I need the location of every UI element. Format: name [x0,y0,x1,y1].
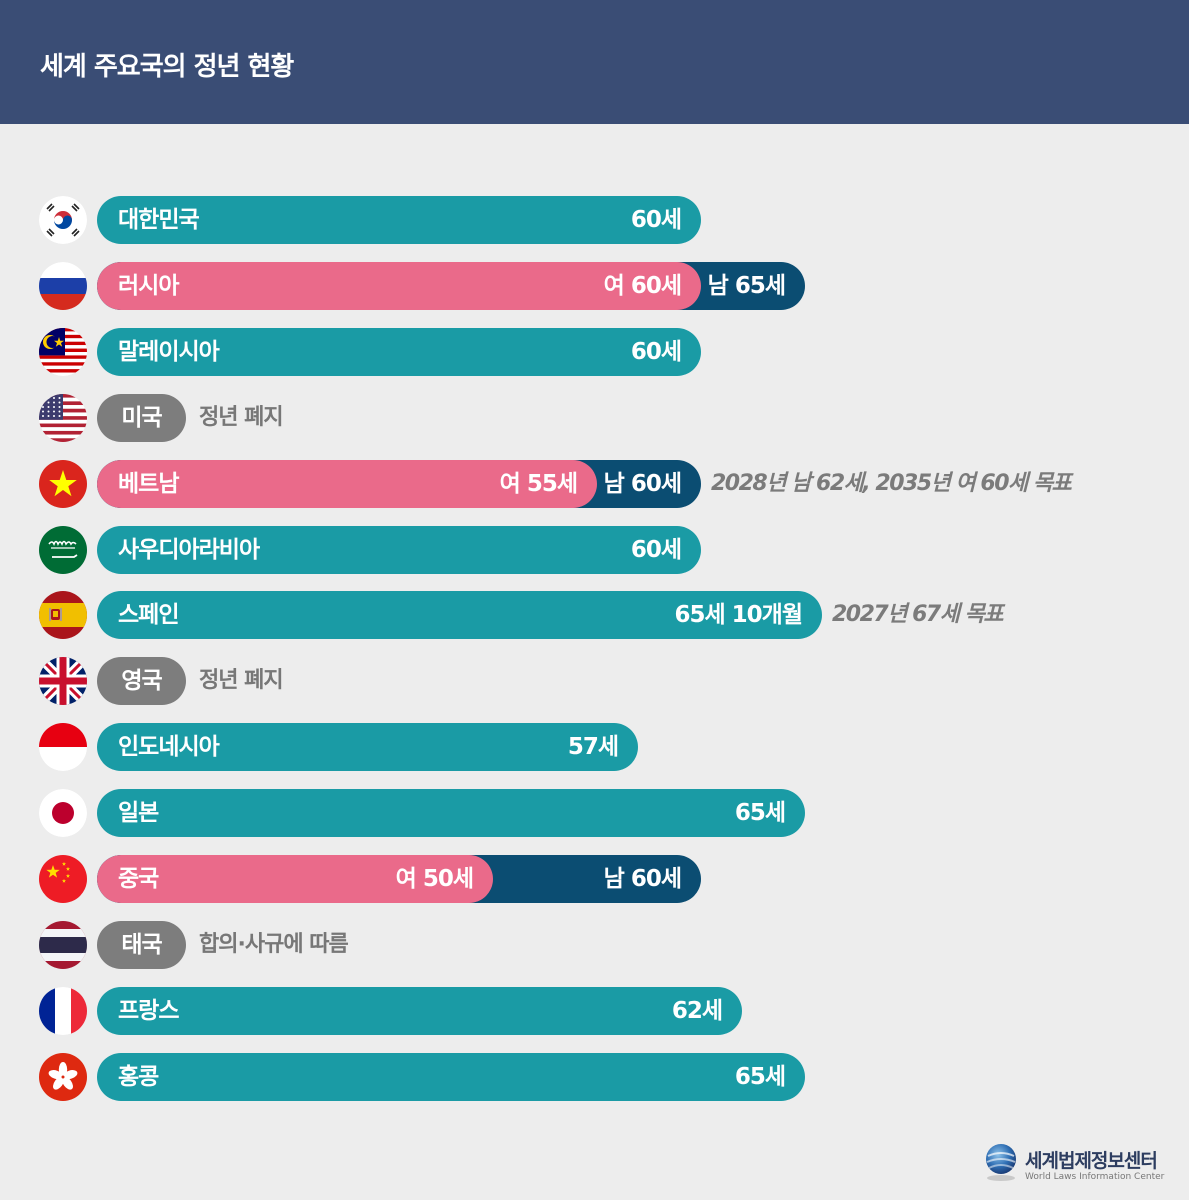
korea-flag-icon [39,196,87,244]
country-row: 60세 사우디아라비아 [0,526,1189,574]
russia-flag-icon [39,262,87,310]
japan-flag-icon [39,789,87,837]
country-label: 일본 [118,800,159,826]
country-row: 57세 인도네시아 [0,723,1189,771]
value-bar: 60세 대한민국 [97,196,701,244]
value-bar: 62세 프랑스 [97,987,742,1035]
value-label: 60세 [630,537,682,563]
logo-name-en: World Laws Information Center [1025,1172,1165,1182]
vietnam-flag-icon [39,460,87,508]
country-row: 65세 홍콩 [0,1053,1189,1101]
value-bar: 65세 홍콩 [97,1053,805,1101]
value-label: 65세 [734,800,786,826]
thailand-flag-icon [39,921,87,969]
country-label: 인도네시아 [118,734,220,760]
country-row: 여 60세 남 65세 러시아 [0,262,1189,310]
value-label: 57세 [567,734,619,760]
value-bar: 60세 말레이시아 [97,328,701,376]
globe-logo-icon [986,1144,1016,1181]
country-label: 말레이시아 [118,339,220,365]
france-flag-icon [39,987,87,1035]
female-bar [97,262,701,310]
country-label: 태국 [97,921,186,969]
page-title: 세계 주요국의 정년 현황 [40,52,294,82]
value-bar: 57세 인도네시아 [97,723,638,771]
male-bar: 여 50세 남 60세 중국 [97,855,701,903]
retirement-note: 합의·사규에 따름 [199,932,349,957]
male-value-label: 남 65세 [707,273,786,299]
male-value-label: 남 60세 [603,471,682,497]
logo: 세계법제정보센터 World Laws Information Center [983,1142,1183,1188]
value-label: 65세 [734,1064,786,1090]
target-note: 2028년 남 62세, 2035년 여 60세 목표 [711,471,1072,496]
country-label: 러시아 [118,273,179,299]
country-label: 홍콩 [118,1064,159,1090]
value-label: 60세 [630,207,682,233]
value-bar: 65세 10개월 스페인 [97,591,822,639]
female-bar [97,855,493,903]
uk-flag-icon [39,657,87,705]
male-bar: 여 55세 남 60세 베트남 [97,460,701,508]
country-label: 베트남 [118,471,179,497]
male-bar: 여 60세 남 65세 러시아 [97,262,805,310]
country-label: 대한민국 [118,207,200,233]
female-value-label: 여 55세 [499,471,578,497]
country-row: 65세 10개월 스페인 2027년 67세 목표 [0,591,1189,639]
logo-name-ko: 세계법제정보센터 [1025,1150,1158,1172]
indonesia-flag-icon [39,723,87,771]
male-value-label: 남 60세 [603,866,682,892]
country-row: 영국 정년 폐지 [0,657,1189,705]
target-note: 2027년 67세 목표 [832,602,1004,627]
country-label: 중국 [118,866,159,892]
country-row: 62세 프랑스 [0,987,1189,1035]
country-label: 미국 [97,394,186,442]
usa-flag-icon [39,394,87,442]
country-label: 사우디아라비아 [118,537,260,563]
value-label: 62세 [671,998,723,1024]
header: 세계 주요국의 정년 현황 [0,0,1189,124]
country-row: 여 55세 남 60세 베트남 2028년 남 62세, 2035년 여 60세 목표 [0,460,1189,508]
value-bar: 60세 사우디아라비아 [97,526,701,574]
retirement-note: 정년 폐지 [199,668,284,693]
spain-flag-icon [39,591,87,639]
country-row: 60세 말레이시아 [0,328,1189,376]
hongkong-flag-icon [39,1053,87,1101]
china-flag-icon [39,855,87,903]
female-value-label: 여 50세 [395,866,474,892]
value-bar: 65세 일본 [97,789,805,837]
value-label: 65세 10개월 [674,602,803,628]
saudi-flag-icon [39,526,87,574]
country-label: 스페인 [118,602,179,628]
country-row: 65세 일본 [0,789,1189,837]
country-row: 태국 합의·사규에 따름 [0,921,1189,969]
retirement-note: 정년 폐지 [199,405,284,430]
country-row: 여 50세 남 60세 중국 [0,855,1189,903]
country-label: 프랑스 [118,998,179,1024]
female-value-label: 여 60세 [603,273,682,299]
malaysia-flag-icon [39,328,87,376]
country-label: 영국 [97,657,186,705]
value-label: 60세 [630,339,682,365]
country-row: 미국 정년 폐지 [0,394,1189,442]
country-row: 60세 대한민국 [0,196,1189,244]
female-bar [97,460,597,508]
